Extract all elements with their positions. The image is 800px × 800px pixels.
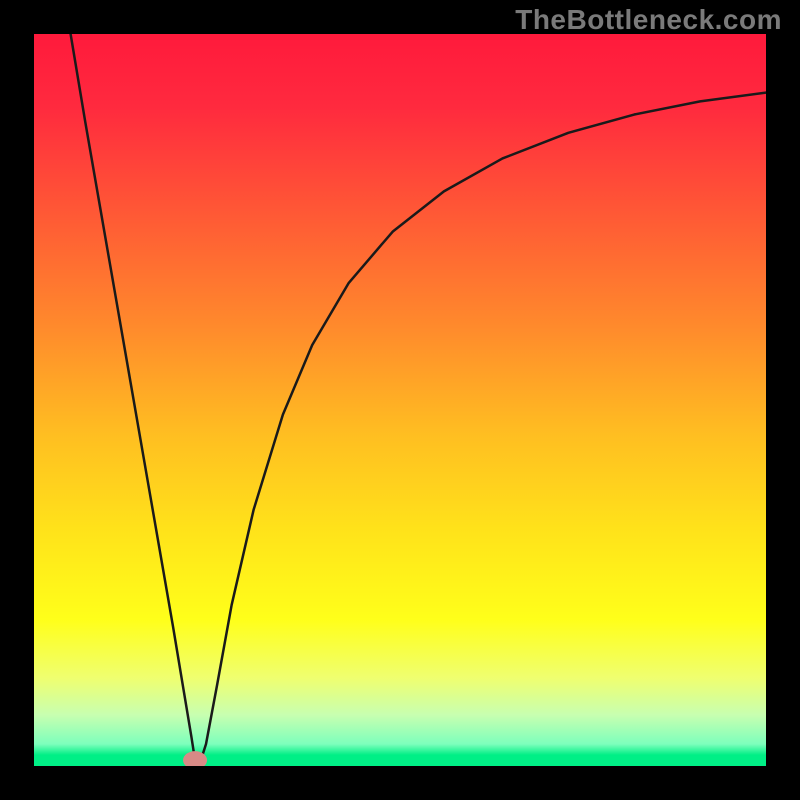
bottleneck-chart	[0, 0, 800, 800]
plot-background	[34, 34, 766, 766]
figure-container: TheBottleneck.com	[0, 0, 800, 800]
watermark-text: TheBottleneck.com	[515, 4, 782, 36]
